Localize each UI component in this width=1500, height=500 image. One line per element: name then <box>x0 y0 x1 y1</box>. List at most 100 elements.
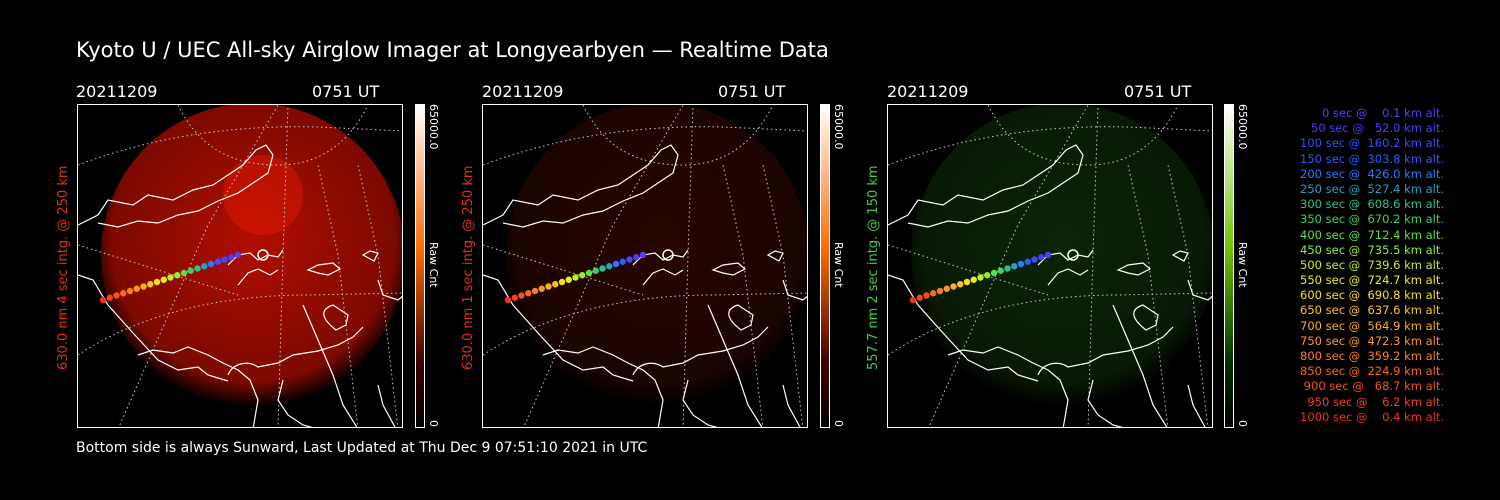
panel-3-date: 20211209 <box>887 82 969 101</box>
trajectory-point <box>545 283 552 290</box>
trajectory-point <box>599 265 606 272</box>
trajectory-point <box>207 260 215 268</box>
coastline <box>642 268 684 286</box>
trajectory-point <box>619 258 626 265</box>
trajectory-point <box>194 265 201 272</box>
legend-entry: 850 sec @ 224.9 km alt. <box>1296 364 1444 379</box>
trajectory-point <box>930 290 937 297</box>
panel-1-date: 20211209 <box>76 82 158 101</box>
panel-1-colorbar-max: 65000.0 <box>427 104 440 150</box>
trajectory-point <box>990 269 998 277</box>
coastline <box>237 268 279 286</box>
legend-entry: 950 sec @ 6.2 km alt. <box>1303 394 1444 409</box>
coastline <box>782 279 807 301</box>
coastline <box>227 326 364 376</box>
trajectory-point <box>538 285 545 292</box>
coastline <box>888 144 1084 228</box>
legend-entry: 250 sec @ 527.4 km alt. <box>1296 181 1444 196</box>
panel-2-colorbar <box>820 104 830 428</box>
trajectory-point <box>606 263 613 270</box>
airglow-bright-spot <box>223 155 303 235</box>
coastline <box>1187 384 1206 427</box>
airglow-image <box>101 105 402 407</box>
allsky-image-panel-1 <box>77 104 403 428</box>
panel-2-colorbar-min: 0 <box>832 420 845 427</box>
coastline <box>377 279 402 301</box>
trajectory-point <box>612 260 620 268</box>
trajectory-point <box>943 285 950 292</box>
trajectory-point <box>936 287 944 295</box>
coastline <box>888 274 1039 382</box>
coastline <box>542 346 664 427</box>
panel-1-colorbar <box>415 104 425 428</box>
legend-entry: 50 sec @ 52.0 km alt. <box>1303 121 1444 136</box>
trajectory-point <box>221 256 228 263</box>
coastline <box>1037 326 1174 376</box>
legend-entry: 400 sec @ 712.4 km alt. <box>1296 227 1444 242</box>
lon-grid-line <box>118 105 279 427</box>
trajectory-point <box>153 278 161 286</box>
trajectory-point <box>592 267 599 274</box>
panel-3-colorbar-label: Raw Cnt <box>1236 242 1249 288</box>
trajectory-point <box>633 254 640 261</box>
panel-1-colorbar-label: Raw Cnt <box>427 242 440 288</box>
trajectory-point <box>167 274 174 281</box>
coastline <box>361 250 379 262</box>
lon-grid-line <box>483 244 644 296</box>
lat-grid-line <box>483 126 807 166</box>
trajectory-point <box>201 263 208 270</box>
allsky-image-panel-3 <box>887 104 1213 428</box>
coastline <box>766 250 784 262</box>
trajectory-point <box>120 290 127 297</box>
trajectory-point <box>113 292 120 299</box>
coastline <box>377 384 396 427</box>
legend-entry: 150 sec @ 303.8 km alt. <box>1296 151 1444 166</box>
coastline <box>323 304 349 331</box>
trajectory-point <box>916 294 923 301</box>
legend-entry: 300 sec @ 608.6 km alt. <box>1296 197 1444 212</box>
trajectory-point <box>180 269 188 277</box>
trajectory-point <box>963 278 971 286</box>
station-marker <box>257 249 269 261</box>
panel-2-wavelength-label: 630.0 nm 1 sec intg. @ 250 km <box>461 165 476 370</box>
legend-entry: 100 sec @ 160.2 km alt. <box>1296 136 1444 151</box>
legend-entry: 350 sec @ 670.2 km alt. <box>1296 212 1444 227</box>
panel-1-time: 0751 UT <box>312 82 380 101</box>
panel-3-colorbar-min: 0 <box>1236 420 1249 427</box>
legend-entry: 450 sec @ 735.5 km alt. <box>1296 242 1444 257</box>
coastline <box>728 304 754 331</box>
allsky-image-panel-2 <box>482 104 808 428</box>
trajectory-point <box>552 281 559 288</box>
trajectory-point <box>160 276 167 283</box>
trajectory-point <box>1011 263 1018 270</box>
station-marker <box>662 249 674 261</box>
lon-grid-line <box>888 244 1049 296</box>
panel-3-colorbar <box>1224 104 1234 428</box>
coastline <box>707 304 763 427</box>
trajectory-point <box>970 276 977 283</box>
coastline <box>1087 379 1123 427</box>
trajectory-altitude-legend: 0 sec @ 0.1 km alt. 50 sec @ 52.0 km alt… <box>1262 106 1444 425</box>
trajectory-point <box>923 292 930 299</box>
panel-3-time: 0751 UT <box>1124 82 1192 101</box>
legend-entry: 0 sec @ 0.1 km alt. <box>1311 106 1444 120</box>
trajectory-point <box>511 294 518 301</box>
legend-entry: 800 sec @ 359.2 km alt. <box>1296 349 1444 363</box>
panel-2-colorbar-label: Raw Cnt <box>832 242 845 288</box>
lon-grid-line <box>523 105 684 427</box>
trajectory-point <box>957 281 964 288</box>
coastline <box>1171 250 1189 262</box>
coastline <box>1116 262 1152 276</box>
panel-2-time: 0751 UT <box>718 82 786 101</box>
legend-entry: 900 sec @ 68.7 km alt. <box>1300 379 1444 394</box>
coastline <box>483 144 679 228</box>
panel-3-colorbar-max: 65000.0 <box>1236 104 1249 150</box>
trajectory-point <box>997 267 1004 274</box>
trajectory-point <box>174 272 181 279</box>
trajectory-point <box>187 267 194 274</box>
trajectory-point <box>950 283 957 290</box>
coastline <box>947 346 1069 427</box>
trajectory-point <box>234 251 242 259</box>
trajectory-point <box>531 287 539 295</box>
lon-grid-line <box>928 105 1089 427</box>
